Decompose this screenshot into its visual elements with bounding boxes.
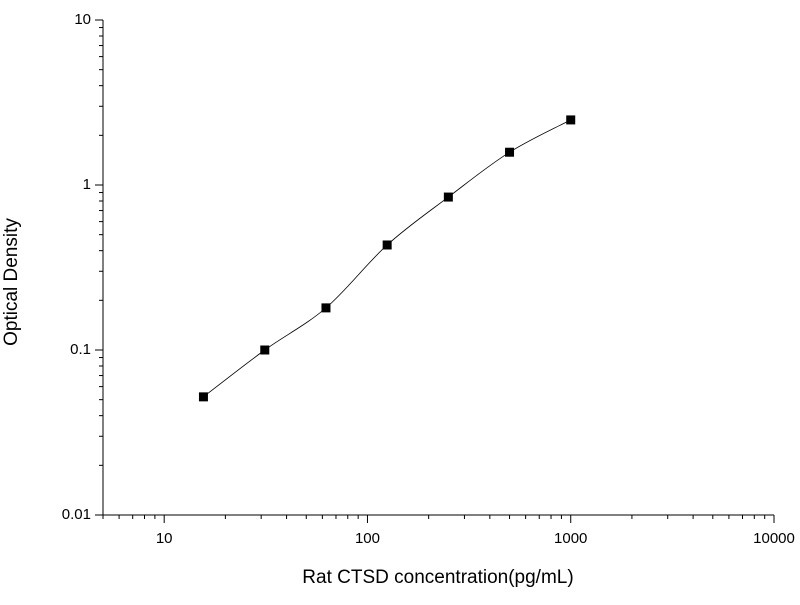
data-point <box>443 192 453 202</box>
data-point <box>566 115 576 125</box>
y-tick-label: 1 <box>83 176 91 193</box>
x-tick-label: 10 <box>156 530 173 547</box>
y-axis-title: Optical Density <box>1 218 22 346</box>
x-tick-label: 1000 <box>554 530 587 547</box>
x-tick-label: 100 <box>355 530 380 547</box>
y-tick-label: 10 <box>74 11 91 28</box>
data-point <box>505 147 515 157</box>
data-point <box>321 303 331 313</box>
x-tick-label: 10000 <box>753 530 795 547</box>
data-point <box>382 240 392 250</box>
x-axis-title: Rat CTSD concentration(pg/mL) <box>302 567 573 588</box>
y-tick-label: 0.01 <box>62 506 91 523</box>
data-point <box>260 345 270 355</box>
y-tick-label: 0.1 <box>70 341 91 358</box>
fit-curve <box>203 119 571 398</box>
data-point <box>198 392 208 402</box>
